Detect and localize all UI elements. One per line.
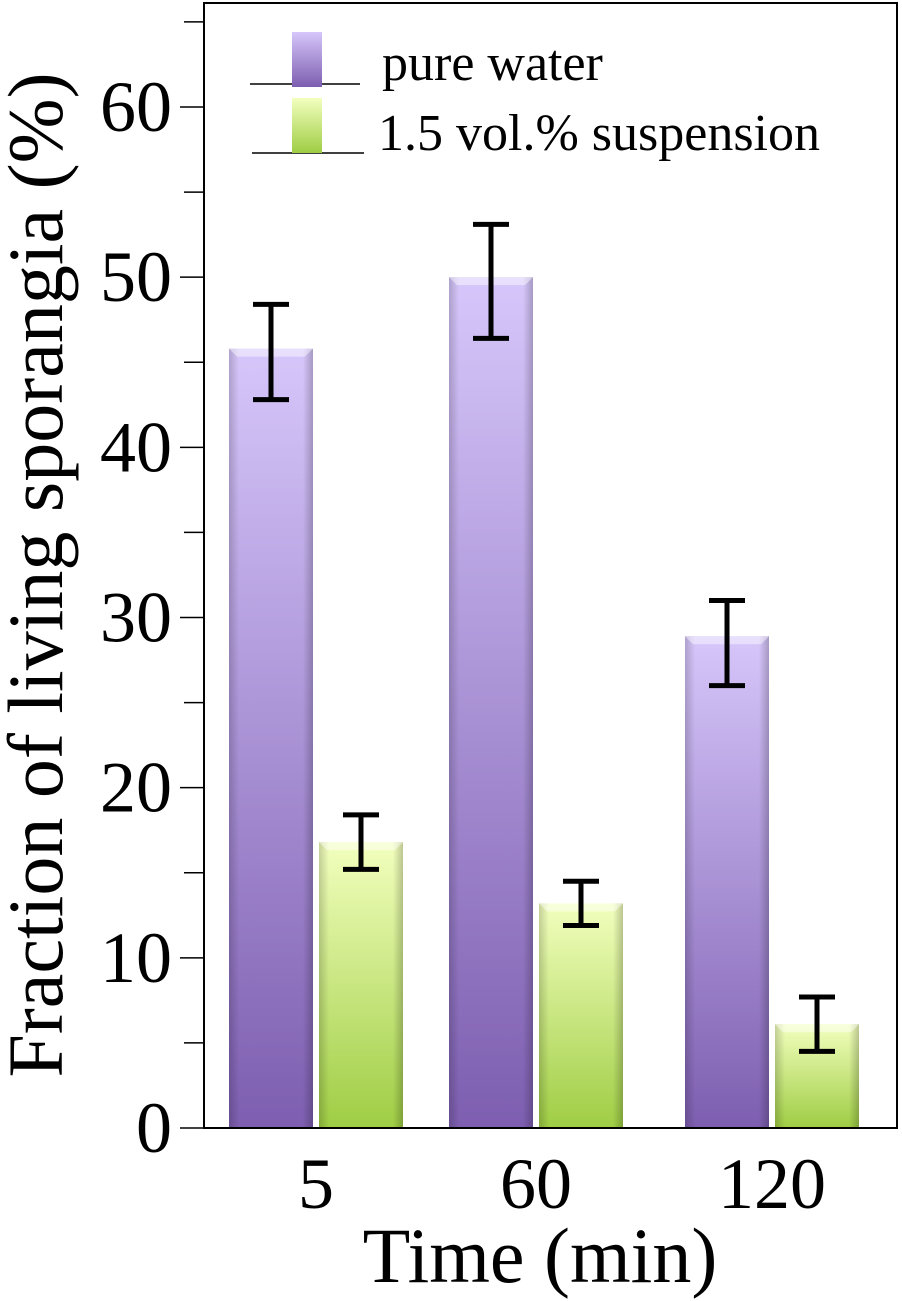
plot-frame <box>203 2 898 1129</box>
y-tick-label-20: 20 <box>100 748 172 828</box>
bar-shading <box>449 277 533 1129</box>
legend-item-suspension: 1.5 vol.% suspension <box>252 98 820 162</box>
bar-shading <box>229 348 313 1128</box>
error-bar-pure-water-60 <box>473 221 509 341</box>
bar-suspension-5 <box>319 842 403 1128</box>
error-bar-suspension-60 <box>563 878 599 929</box>
error-bar-suspension-5 <box>343 812 379 872</box>
x-tick-label-120: 120 <box>718 1144 826 1224</box>
error-bar-pure-water-5 <box>253 301 289 403</box>
y-tick-label-30: 30 <box>100 578 172 658</box>
legend-item-pure-water: pure water <box>250 32 603 92</box>
y-axis-title: Fraction of living sporangia (%) <box>0 72 79 1077</box>
legend-swatch-suspension <box>292 98 322 153</box>
y-axis: 0 10 20 30 40 50 60 <box>100 21 204 1168</box>
error-bar-pure-water-120 <box>709 597 745 689</box>
bar-pure-water-120 <box>685 636 769 1128</box>
error-bars-layer <box>253 221 835 1054</box>
error-bar-suspension-120 <box>799 994 835 1054</box>
bar-suspension-60 <box>539 903 623 1128</box>
x-tick-label-60: 60 <box>500 1144 572 1224</box>
x-axis-title: Time (min) <box>363 1212 718 1299</box>
legend-swatch-pure-water <box>292 32 322 87</box>
bar-shading <box>319 842 403 1128</box>
y-tick-label-0: 0 <box>136 1088 172 1168</box>
y-tick-label-10: 10 <box>100 918 172 998</box>
bar-pure-water-5 <box>229 348 313 1128</box>
bar-shading <box>539 903 623 1128</box>
bars-layer <box>229 277 859 1129</box>
y-tick-label-50: 50 <box>100 237 172 317</box>
y-tick-label-40: 40 <box>100 407 172 487</box>
y-tick-label-60: 60 <box>100 67 172 147</box>
bar-pure-water-60 <box>449 277 533 1129</box>
legend: pure water 1.5 vol.% suspension <box>250 32 820 162</box>
x-tick-label-5: 5 <box>298 1144 334 1224</box>
legend-label-pure-water: pure water <box>382 35 603 92</box>
legend-label-suspension: 1.5 vol.% suspension <box>378 105 820 162</box>
x-axis: 5 60 120 <box>298 1144 826 1224</box>
bar-shading <box>685 636 769 1128</box>
